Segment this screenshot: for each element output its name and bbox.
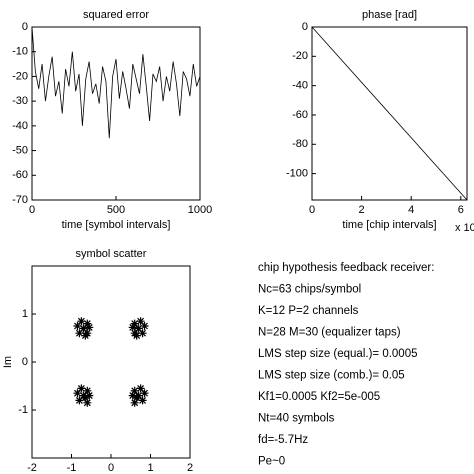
scatter-point xyxy=(130,319,139,328)
info-line: Nc=63 chips/symbol xyxy=(258,284,361,296)
scatter-point xyxy=(83,386,92,395)
scatter-point xyxy=(132,331,141,340)
y-tick-label: -30 xyxy=(12,95,28,107)
y-tick-label: 0 xyxy=(22,21,28,33)
x-tick-label: 1000 xyxy=(188,204,212,216)
axes-box xyxy=(31,265,191,459)
scatter-point xyxy=(130,398,139,407)
axes-box xyxy=(31,26,201,201)
scatter-point xyxy=(83,319,92,328)
x-axis-label: time [chip intervals] xyxy=(342,219,436,231)
x-tick-label: 6 xyxy=(458,204,464,216)
scatter-point xyxy=(140,322,149,330)
scatter-point xyxy=(132,394,141,402)
scatter-point xyxy=(83,398,92,407)
chart-title: symbol scatter xyxy=(76,248,147,260)
scatter-point xyxy=(140,389,149,398)
scatter-point xyxy=(73,389,82,398)
info-line: Nt=40 symbols xyxy=(258,413,335,425)
info-line: Kf1=0.0005 Kf2=5e-005 xyxy=(258,391,380,403)
y-tick-label: -80 xyxy=(292,138,308,150)
info-line: fd=-5.7Hz xyxy=(258,434,308,446)
scatter-point xyxy=(136,317,145,326)
data-line xyxy=(31,26,201,139)
scatter-point xyxy=(128,323,137,332)
x-tick-label: 0 xyxy=(108,462,114,474)
scatter-point xyxy=(85,323,94,332)
y-tick-label: 1 xyxy=(22,308,28,320)
data-line xyxy=(311,26,468,201)
y-tick-label: 0 xyxy=(22,356,28,368)
chart-title: phase [rad] xyxy=(362,9,417,21)
y-tick-label: -100 xyxy=(286,168,308,180)
y-tick-label: -40 xyxy=(12,120,28,132)
scatter-point xyxy=(73,322,82,330)
scatter-point xyxy=(85,391,94,400)
y-tick-label: -60 xyxy=(12,169,28,181)
x-tick-label: 0 xyxy=(29,204,35,216)
x-tick-label: 1 xyxy=(147,462,153,474)
x-tick-label: 500 xyxy=(107,204,125,216)
scatter-point xyxy=(77,317,86,326)
info-line: LMS step size (equal.)= 0.0005 xyxy=(258,348,418,360)
info-line: K=12 P=2 channels xyxy=(258,305,359,317)
info-line: LMS step size (comb.)= 0.05 xyxy=(258,370,405,382)
y-tick-label: -70 xyxy=(12,194,28,206)
x-tick-label: 2 xyxy=(359,204,365,216)
y-tick-label: -1 xyxy=(18,404,28,416)
scatter-point xyxy=(81,331,90,340)
y-axis-label: Im xyxy=(2,356,14,368)
scatter-point xyxy=(79,324,88,333)
y-tick-label: -20 xyxy=(292,50,308,62)
info-line: N=28 M=30 (equalizer taps) xyxy=(258,327,401,339)
y-tick-label: -60 xyxy=(292,109,308,121)
y-tick-label: -10 xyxy=(12,46,28,58)
x-tick-label: 4 xyxy=(408,204,414,216)
y-tick-label: 0 xyxy=(302,21,308,33)
scatter-point xyxy=(138,329,147,338)
scatter-point xyxy=(138,396,147,405)
scatter-point xyxy=(136,384,145,393)
chart-title: squared error xyxy=(83,9,149,21)
x-tick-label: -1 xyxy=(67,462,77,474)
y-tick-label: -40 xyxy=(292,80,308,92)
scatter-point xyxy=(134,324,143,333)
scatter-point xyxy=(75,396,84,405)
scatter-point xyxy=(128,391,137,400)
axis-multiplier: x 10 xyxy=(455,222,474,234)
x-axis-label: time [symbol intervals] xyxy=(62,219,171,231)
scatter-point xyxy=(77,384,86,393)
scatter-point xyxy=(75,329,84,338)
info-line: Pe~0 xyxy=(258,456,285,468)
scatter-point xyxy=(81,394,90,402)
y-tick-label: -50 xyxy=(12,144,28,156)
x-tick-label: 2 xyxy=(187,462,193,474)
info-line: chip hypothesis feedback receiver: xyxy=(258,262,434,274)
x-tick-label: -2 xyxy=(27,462,37,474)
x-tick-label: 0 xyxy=(309,204,315,216)
y-tick-label: -20 xyxy=(12,70,28,82)
scatter-point xyxy=(130,386,139,395)
